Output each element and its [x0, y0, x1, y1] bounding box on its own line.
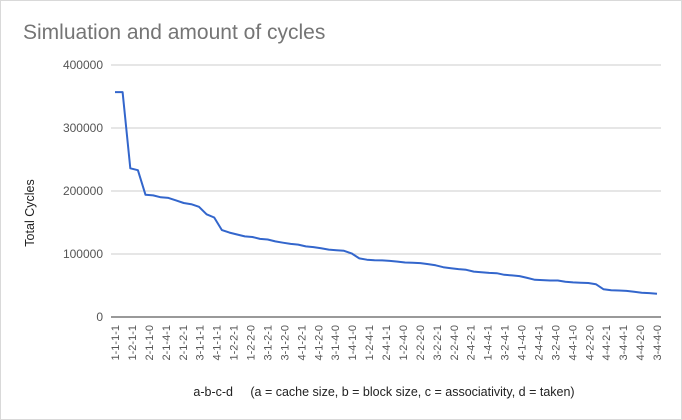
gridlines [111, 64, 661, 318]
x-tick-label: 1-2-2-0 [246, 325, 258, 360]
y-axis-label: Total Cycles [23, 179, 37, 246]
x-axis-label: a-b-c-d (a = cache size, b = block size,… [193, 385, 574, 399]
y-tick-label: 400000 [63, 58, 103, 72]
chart-title: Simluation and amount of cycles [23, 21, 325, 44]
x-tick-label: 3-4-4-1 [618, 325, 630, 360]
x-tick-label: 1-2-1-1 [127, 325, 139, 360]
y-tick-label: 0 [96, 310, 103, 324]
x-tick-label: 4-4-2-1 [601, 325, 613, 360]
y-tick-label: 100000 [63, 247, 103, 261]
x-tick-label: 4-1-2-1 [296, 325, 308, 360]
series-line [115, 91, 658, 295]
x-tick-label: 1-2-4-0 [398, 325, 410, 360]
x-axis-ticks: 1-1-1-1 1-2-1-1 2-1-1-0 2-1-4-1 2-1-2-1 3-1-1… [110, 325, 664, 360]
x-tick-label: 4-4-1-0 [567, 325, 579, 360]
x-tick-label: 4-1-1-1 [212, 325, 224, 360]
x-tick-label: 2-1-1-0 [144, 325, 156, 360]
x-tick-label: 1-4-1-0 [347, 325, 359, 360]
x-tick-label: 1-2-4-1 [364, 325, 376, 360]
x-tick-label: 3-1-4-0 [330, 325, 342, 360]
x-tick-label: 3-4-4-0 [652, 325, 664, 360]
x-tick-label: 1-1-1-1 [110, 325, 122, 360]
x-tick-label: 3-1-2-1 [262, 325, 274, 360]
x-tick-label: 4-1-4-0 [517, 325, 529, 360]
x-tick-label: 2-1-4-1 [161, 325, 173, 360]
series-total-cycles [115, 91, 658, 295]
x-tick-label: 2-4-4-1 [533, 325, 545, 360]
x-tick-label: 3-1-1-1 [195, 325, 207, 360]
x-tick-label: 3-2-2-1 [432, 325, 444, 360]
y-tick-label: 300000 [63, 121, 103, 135]
x-tick-label: 3-2-4-1 [500, 325, 512, 360]
y-axis-ticks: 0 100000 200000 300000 400000 [63, 58, 103, 324]
x-tick-label: 2-4-1-1 [381, 325, 393, 360]
x-tick-label: 4-2-2-0 [584, 325, 596, 360]
x-tick-label: 2-2-4-0 [449, 325, 461, 360]
x-tick-label: 3-2-4-0 [550, 325, 562, 360]
x-tick-label: 4-1-2-0 [313, 325, 325, 360]
x-tick-label: 2-2-2-0 [415, 325, 427, 360]
y-tick-label: 200000 [63, 184, 103, 198]
x-tick-label: 2-4-2-1 [466, 325, 478, 360]
x-tick-label: 2-1-2-1 [178, 325, 190, 360]
x-tick-label: 1-2-2-1 [229, 325, 241, 360]
x-tick-label: 3-1-2-0 [279, 325, 291, 360]
x-tick-label: 1-4-4-1 [483, 325, 495, 360]
x-tick-label: 4-4-2-0 [635, 325, 647, 360]
